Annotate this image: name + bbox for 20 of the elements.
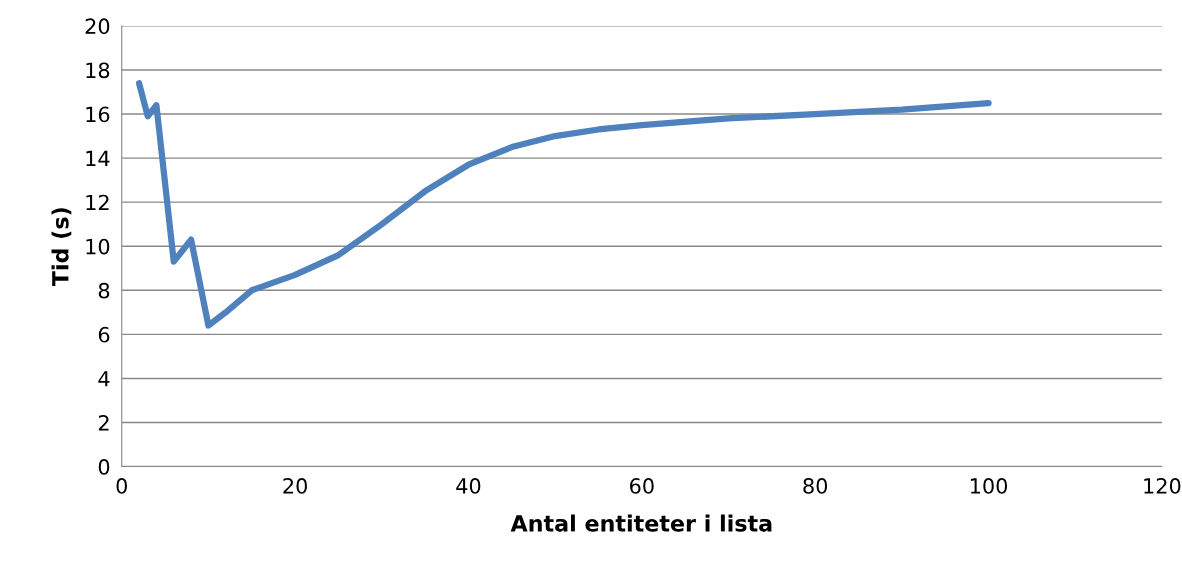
y-tick-label: 10 xyxy=(86,238,110,255)
y-tick-label: 14 xyxy=(86,150,110,167)
x-tick-label: 100 xyxy=(970,478,1008,494)
x-tick-label: 60 xyxy=(630,478,654,494)
x-tick-label: 20 xyxy=(283,478,307,494)
y-tick-label: 6 xyxy=(98,326,110,343)
y-tick-label: 2 xyxy=(98,414,109,431)
y-tick-label: 4 xyxy=(98,371,110,387)
y-tick-label: 16 xyxy=(86,106,110,123)
x-tick-label: 80 xyxy=(803,478,828,494)
y-tick-label: 12 xyxy=(86,194,109,211)
y-axis-title: Tid (s) xyxy=(51,208,72,287)
y-tick-label: 8 xyxy=(98,282,110,299)
x-tick-label: 120 xyxy=(1144,478,1181,494)
y-tick-label: 0 xyxy=(98,459,110,475)
x-tick-label: 40 xyxy=(456,478,481,494)
x-tick-label: 0 xyxy=(116,478,127,494)
y-tick-label: 20 xyxy=(85,18,110,35)
x-axis-title: Antal entiteter i lista xyxy=(510,514,772,532)
y-tick-label: 18 xyxy=(86,62,110,79)
